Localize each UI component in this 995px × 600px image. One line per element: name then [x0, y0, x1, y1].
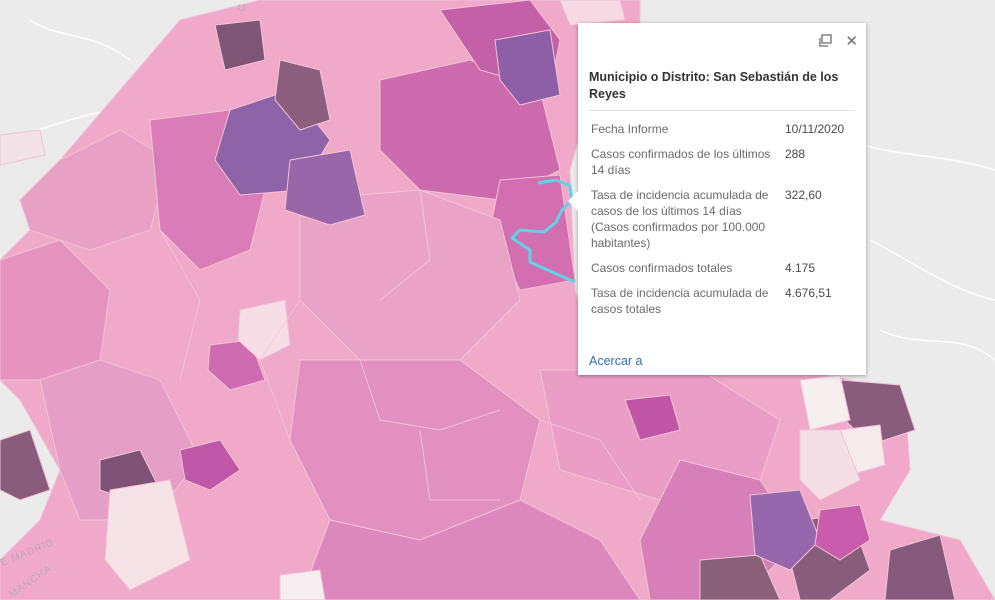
region-pale-1 [237, 299, 291, 361]
popup-pointer [568, 191, 578, 211]
region-west-north [19, 129, 171, 251]
region-mauve-4 [0, 429, 51, 501]
attribute-label: Casos confirmados de los últimos 14 días [591, 147, 771, 177]
table-row: Casos confirmados totales 4.175 [589, 258, 859, 283]
attribute-label: Fecha Informe [591, 122, 669, 136]
close-icon[interactable]: ✕ [845, 32, 858, 50]
popup-toolbar: ✕ [817, 32, 858, 50]
selected-municipality-outline[interactable] [509, 178, 576, 284]
table-row: Casos confirmados de los últimos 14 días… [589, 144, 859, 185]
region-mauve-8 [699, 554, 781, 600]
region-pale-2 [799, 374, 851, 431]
region-purple-n [284, 149, 366, 226]
district-boundaries [159, 189, 641, 501]
dock-icon[interactable] [817, 33, 833, 49]
attribute-table: Fecha Informe 10/11/2020 Casos confirmad… [589, 119, 859, 324]
region-mauve-7 [884, 534, 956, 600]
attribute-value: 4.676,51 [785, 286, 832, 300]
table-row: Tasa de incidencia acumulada de casos to… [589, 283, 859, 324]
region-pale-4 [104, 479, 191, 591]
region-pale-7 [0, 129, 46, 166]
region-purple-ne [494, 29, 561, 106]
attribute-value: 10/11/2020 [785, 122, 845, 136]
region-purple-se [749, 489, 821, 571]
region-mauve-2 [214, 19, 266, 71]
attribute-value: 322,60 [785, 188, 822, 202]
region-pale-5 [279, 569, 326, 600]
attribute-value: 4.175 [785, 261, 816, 275]
zoom-to-link[interactable]: Acercar a [589, 354, 643, 368]
attribute-label: Tasa de incidencia acumulada de casos to… [591, 286, 769, 316]
region-purple-center [179, 439, 241, 491]
table-row: Tasa de incidencia acumulada de casos de… [589, 185, 859, 258]
region-center [299, 189, 521, 361]
region-magenta-1 [624, 394, 681, 441]
table-row: Fecha Informe 10/11/2020 [589, 119, 859, 144]
popup-title: Municipio o Distrito: San Sebastián de l… [589, 70, 839, 101]
attribute-value: 288 [785, 147, 806, 161]
attribute-label: Casos confirmados totales [591, 261, 733, 275]
region-west-south [39, 359, 201, 521]
map-label-top: C [236, 3, 248, 13]
region-pale-8 [799, 429, 861, 501]
region-south [299, 499, 641, 600]
region-mauve-1 [274, 59, 331, 131]
popup-divider [589, 110, 855, 111]
region-pale-6 [559, 0, 626, 26]
attribute-label: Tasa de incidencia acumulada de casos de… [591, 188, 769, 250]
info-popup[interactable]: ✕ Municipio o Distrito: San Sebastián de… [568, 23, 866, 375]
region-magenta-2 [814, 504, 871, 561]
